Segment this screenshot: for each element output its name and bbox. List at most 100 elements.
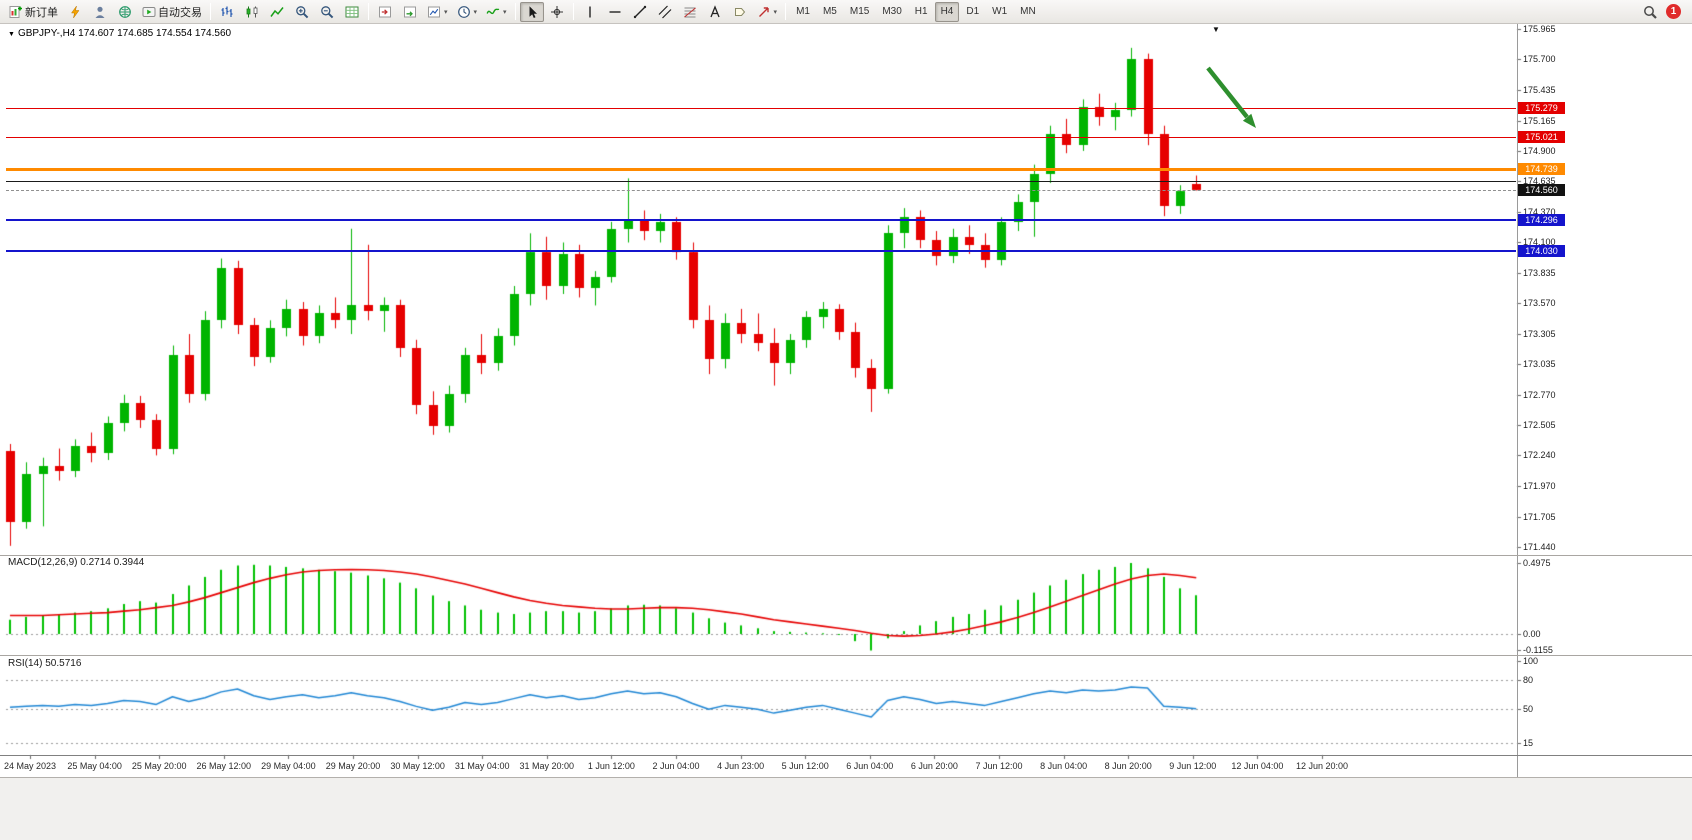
timeframe-m1-button[interactable]: M1 <box>790 2 816 22</box>
autotrading-icon <box>142 5 156 19</box>
line-chart-mode-button[interactable] <box>265 2 289 22</box>
macd-pane-separator[interactable] <box>0 555 1692 556</box>
autotrading-button[interactable]: 自动交易 <box>138 2 206 22</box>
timeframe-d1-button[interactable]: D1 <box>960 2 985 22</box>
web-community-button[interactable] <box>113 2 137 22</box>
time-scale-label: 2 Jun 04:00 <box>652 761 700 771</box>
time-scale-label: 8 Jun 20:00 <box>1104 761 1152 771</box>
vertical-line-button[interactable] <box>578 2 602 22</box>
price-tag-174_739: 174.739 <box>1518 163 1565 175</box>
timeframe-h4-button[interactable]: H4 <box>934 1 960 22</box>
indicators-button[interactable]: ▾ <box>482 2 511 22</box>
time-scale-label: 7 Jun 12:00 <box>975 761 1023 771</box>
horizontal-line-174_56[interactable] <box>6 190 1516 191</box>
auto-scroll-button[interactable] <box>398 2 422 22</box>
dropdown-caret-icon: ▾ <box>503 8 507 16</box>
channel-button[interactable] <box>653 2 677 22</box>
horizontal-line-174_296[interactable] <box>6 219 1516 221</box>
rsi-pane-separator[interactable] <box>0 655 1692 656</box>
fibonacci-icon <box>683 5 697 19</box>
price-tag-175_021: 175.021 <box>1518 131 1565 143</box>
crosshair-button[interactable] <box>545 2 569 22</box>
trendline-icon <box>633 5 647 19</box>
new-order-icon <box>9 5 23 19</box>
timeframe-m5-button[interactable]: M5 <box>817 2 843 22</box>
price-tag-174_030: 174.030 <box>1518 245 1565 257</box>
shift-icon <box>378 5 392 19</box>
candle-chart-mode-button[interactable] <box>240 2 264 22</box>
price-scale-label: 173.035 <box>1523 359 1556 370</box>
horizontal-line-174_739[interactable] <box>6 168 1516 171</box>
chart-shift-button[interactable] <box>373 2 397 22</box>
trend-arrow-annotation[interactable] <box>1204 64 1266 138</box>
search-button[interactable] <box>1638 2 1662 22</box>
magnifier-icon <box>1643 5 1657 19</box>
text-icon <box>708 4 722 19</box>
new-order-button[interactable]: 新订单 <box>5 2 62 22</box>
market-watch-button[interactable] <box>63 2 87 22</box>
time-scale-label: 29 May 20:00 <box>325 761 381 771</box>
toolbar-separator <box>368 3 369 20</box>
text-button[interactable] <box>703 2 727 22</box>
new-chart-button[interactable]: ▾ <box>423 2 452 22</box>
timeframe-m15-button[interactable]: M15 <box>844 2 875 22</box>
zoom-in-button[interactable] <box>290 2 314 22</box>
zoom-in-icon <box>295 5 309 19</box>
bar-chart-mode-button[interactable] <box>215 2 239 22</box>
cursor-button[interactable] <box>519 1 544 22</box>
line-chart-icon <box>270 5 284 19</box>
timeframe-h1-button[interactable]: H1 <box>909 2 934 22</box>
notification-badge[interactable]: 1 <box>1666 4 1681 19</box>
time-scale-label: 30 May 12:00 <box>390 761 445 771</box>
toolbar-separator <box>514 3 516 20</box>
price-scale-label: 172.240 <box>1523 450 1556 461</box>
toolbar-right-group: 1 <box>1638 2 1687 22</box>
rsi-scale-label: 15 <box>1523 738 1534 749</box>
candles-icon <box>245 5 259 19</box>
price-scale-label: 175.435 <box>1523 84 1556 95</box>
trendline-button[interactable] <box>628 2 652 22</box>
dropdown-caret-icon: ▾ <box>444 8 448 16</box>
timeframe-w1-button[interactable]: W1 <box>986 2 1013 22</box>
time-scale-label: 9 Jun 12:00 <box>1169 761 1217 771</box>
time-scale-label: 12 Jun 04:00 <box>1231 761 1284 771</box>
horizontal-line-174_03[interactable] <box>6 250 1516 252</box>
horizontal-line-174_635[interactable] <box>6 181 1516 182</box>
horizontal-line-button[interactable] <box>603 2 627 22</box>
dropdown-caret-icon: ▾ <box>773 8 778 16</box>
globe-icon <box>118 5 132 19</box>
price-scale-label: 171.970 <box>1523 481 1556 492</box>
timeframe-mn-button[interactable]: MN <box>1014 2 1042 22</box>
zoom-out-button[interactable] <box>315 2 339 22</box>
time-scale-label: 4 Jun 23:00 <box>717 761 765 771</box>
price-tag-175_279: 175.279 <box>1518 102 1565 114</box>
macd-scale-label: 0.00 <box>1523 629 1541 639</box>
price-scale-label: 172.505 <box>1523 420 1556 431</box>
accounts-button[interactable] <box>88 2 112 22</box>
horizontal-line-175_279[interactable] <box>6 108 1516 109</box>
time-scale-label: 6 Jun 20:00 <box>910 761 958 771</box>
autoscroll-icon <box>403 5 417 19</box>
chart-shift-marker: ▼ <box>1212 25 1220 34</box>
price-scale-label: 175.700 <box>1523 54 1556 65</box>
time-scale-label: 25 May 04:00 <box>67 761 122 771</box>
rsi-indicator-label: RSI(14) 50.5716 <box>8 658 82 669</box>
time-scale-label: 24 May 2023 <box>3 761 57 771</box>
shapes-button[interactable]: ▾ <box>753 2 782 22</box>
price-scale-label: 175.165 <box>1523 115 1556 126</box>
rsi-scale-label: 50 <box>1523 704 1534 715</box>
fibonacci-button[interactable] <box>678 2 702 22</box>
horizontal-line-175_021[interactable] <box>6 137 1516 138</box>
time-axis-line <box>0 755 1692 756</box>
person-icon <box>93 5 107 19</box>
symbol-ohlc-text: GBPJPY-,H4 174.607 174.685 174.554 174.5… <box>17 28 232 39</box>
collapse-triangle-icon[interactable]: ▼ <box>8 31 15 38</box>
label-button[interactable] <box>728 2 752 22</box>
time-scale-label: 8 Jun 04:00 <box>1040 761 1088 771</box>
tile-windows-button[interactable] <box>340 2 364 22</box>
toolbar-separator <box>210 3 211 20</box>
time-scale-label: 5 Jun 12:00 <box>781 761 829 771</box>
timeframe-m30-button[interactable]: M30 <box>876 2 907 22</box>
periods-button[interactable]: ▾ <box>453 2 482 22</box>
